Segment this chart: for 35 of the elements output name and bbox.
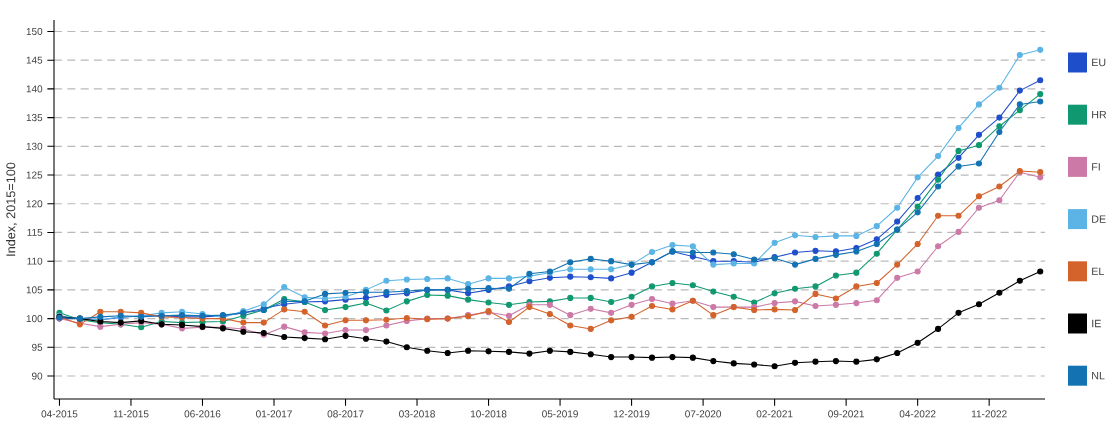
- x-tick-label: 02-2021: [756, 410, 793, 418]
- y-tick-label: 150: [26, 27, 43, 36]
- legend-label: EL: [1092, 267, 1104, 276]
- y-tick-label: 115: [27, 229, 43, 236]
- y-tick-label: 120: [26, 200, 43, 208]
- x-tick-label: 06-2016: [184, 410, 221, 418]
- legend-label: IE: [1092, 319, 1101, 328]
- x-tick-label: 04-2022: [899, 410, 936, 418]
- x-tick-label: 10-2018: [470, 410, 507, 418]
- x-tick-label: 01-2017: [256, 410, 292, 418]
- x-tick-label: 04-2015: [41, 410, 78, 418]
- y-tick-label: 100: [26, 315, 43, 323]
- y-tick-label: 135: [26, 114, 43, 122]
- legend-label: NL: [1092, 372, 1105, 380]
- x-tick-label: 05-2019: [542, 410, 578, 418]
- y-tick-label: 90: [31, 372, 43, 380]
- y-tick-label: 145: [26, 56, 43, 64]
- x-tick-label: 03-2018: [399, 410, 435, 418]
- x-tick-label: 12-2019: [613, 410, 650, 418]
- x-tick-label: 11-2022: [971, 410, 1007, 418]
- y-tick-label: 130: [26, 142, 43, 150]
- x-tick-label: 09-2021: [828, 410, 864, 418]
- legend-label: DE: [1092, 215, 1106, 223]
- legend-label: EU: [1092, 58, 1106, 67]
- x-tick-label: 07-2020: [685, 410, 722, 418]
- x-tick-label: 11-2015: [113, 410, 149, 418]
- y-tick-label: 125: [26, 171, 43, 179]
- x-tick-label: 08-2017: [327, 410, 364, 418]
- y-tick-label: 140: [26, 85, 43, 93]
- y-tick-label: 105: [26, 286, 43, 294]
- legend-label: FI: [1092, 163, 1100, 171]
- y-tick-label: 95: [31, 343, 43, 351]
- y-axis-title: Index, 2015=100: [5, 162, 17, 256]
- legend-label: HR: [1092, 111, 1107, 119]
- y-tick-label: 110: [27, 257, 43, 265]
